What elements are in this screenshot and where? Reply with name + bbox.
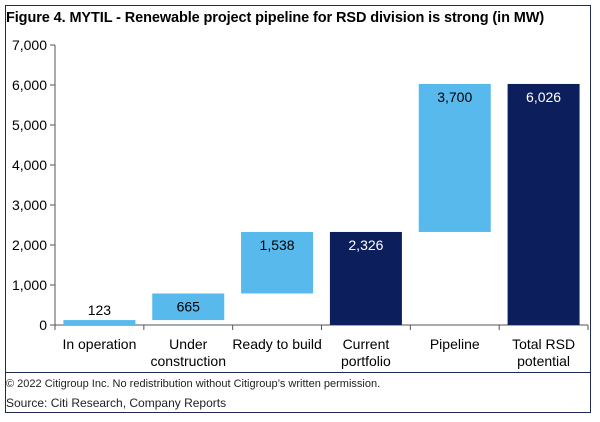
copyright-note: © 2022 Citigroup Inc. No redistribution …: [6, 378, 381, 390]
chart-title: Figure 4. MYTIL - Renewable project pipe…: [6, 10, 545, 26]
y-tick-label: 4,000: [12, 157, 47, 173]
bar-0: [63, 320, 136, 325]
x-category-label: Total RSD: [512, 336, 575, 352]
y-tick-label: 0: [39, 317, 47, 333]
data-label: 665: [177, 298, 201, 314]
y-tick-label: 6,000: [12, 77, 47, 93]
data-label: 3,700: [437, 89, 472, 105]
x-category-label: portfolio: [341, 353, 391, 369]
y-tick-label: 2,000: [12, 237, 47, 253]
data-label: 123: [88, 302, 112, 318]
data-label: 6,026: [526, 89, 561, 105]
chart-frame: [5, 5, 591, 413]
bar-2: [241, 231, 314, 294]
x-category-label: Current: [343, 336, 390, 352]
source-note: Source: Citi Research, Company Reports: [6, 396, 227, 410]
bar-4: [418, 83, 491, 232]
x-category-label: Pipeline: [430, 336, 480, 352]
x-category-label: Under: [169, 336, 207, 352]
data-label: 1,538: [260, 237, 295, 253]
x-category-label: construction: [151, 353, 226, 369]
bar-5: [507, 83, 580, 326]
y-tick-label: 1,000: [12, 277, 47, 293]
data-label: 2,326: [348, 237, 383, 253]
x-category-label: Ready to build: [232, 336, 322, 352]
y-tick-label: 3,000: [12, 197, 47, 213]
bar-3: [329, 231, 402, 325]
x-category-label: potential: [517, 353, 570, 369]
y-tick-label: 5,000: [12, 117, 47, 133]
footer-divider: [5, 372, 591, 373]
y-tick-label: 7,000: [12, 37, 47, 53]
x-category-label: In operation: [62, 336, 136, 352]
bar-1: [152, 293, 225, 321]
